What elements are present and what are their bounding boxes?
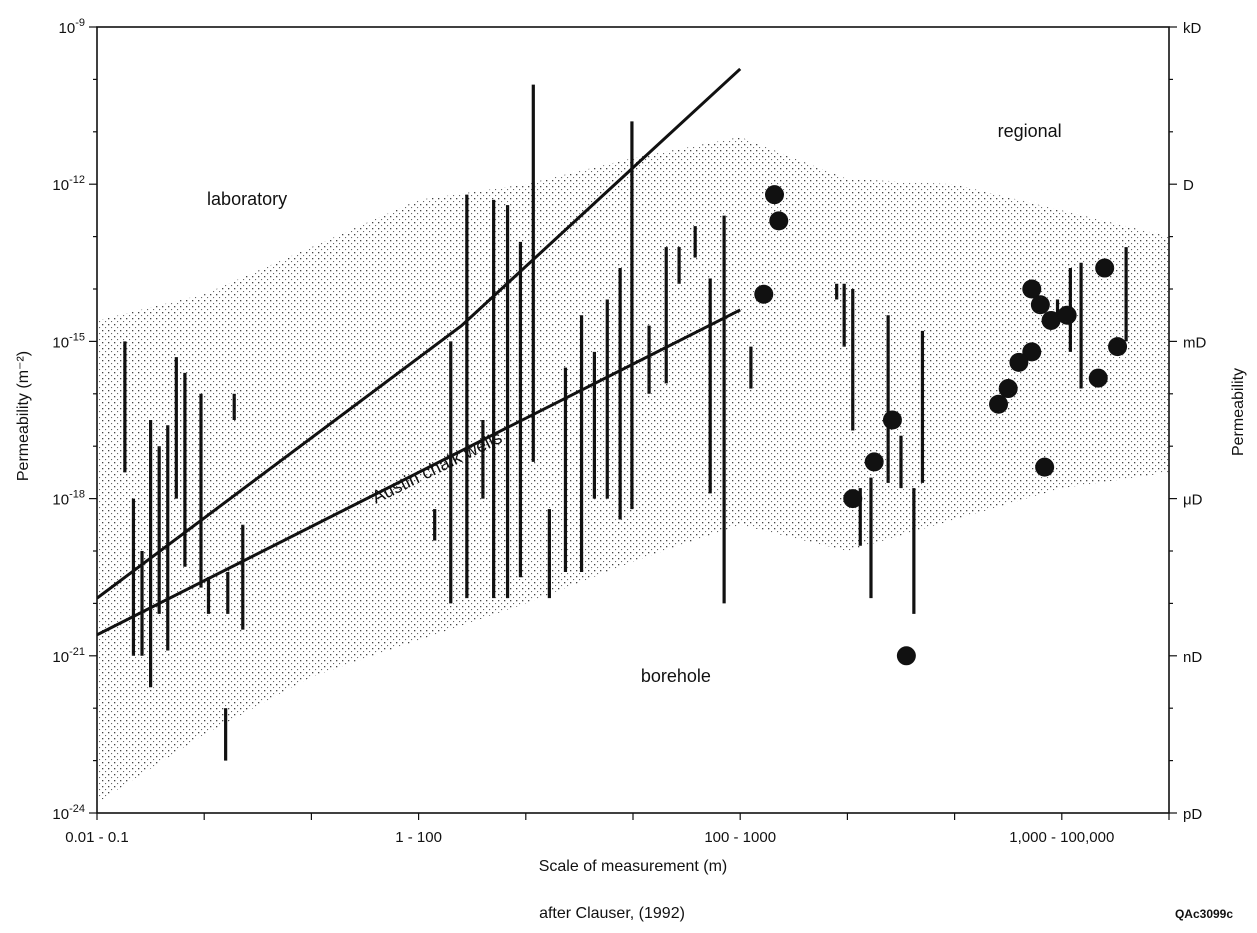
y-tick-label-left: 10-18	[52, 489, 85, 509]
y-axis-ticks: 10-9 10-12 10-15 10-18 10-21 10-24 kD DmD μD nD pD	[52, 17, 1206, 823]
data-point	[896, 646, 916, 666]
data-point	[1022, 342, 1042, 362]
data-point	[1041, 310, 1061, 330]
y-tick-label-left: 10-12	[52, 174, 85, 194]
y-tick-label-right: D	[1183, 177, 1194, 194]
data-point	[864, 452, 884, 472]
y-tick-label-left: 10-24	[52, 803, 85, 823]
x-axis-ticks: 0.01 - 0.1 1 - 100 100 - 1000 1,000 - 100,0…	[65, 813, 1170, 846]
region-label: laboratory	[207, 189, 287, 209]
data-point	[1057, 305, 1077, 325]
data-point	[754, 284, 774, 304]
data-point	[1035, 457, 1055, 477]
region-labels: laboratory regional borehole	[207, 121, 1062, 686]
data-point	[1030, 295, 1050, 315]
y-tick-label-right: nD	[1183, 649, 1202, 666]
y-tick-label-right: μD	[1183, 492, 1203, 509]
x-tick-label: 0.01 - 0.1	[65, 829, 128, 846]
y-axis-title-left: Permeability (m⁻²)	[15, 351, 32, 481]
data-point	[989, 394, 1009, 414]
data-point	[1009, 352, 1029, 372]
data-point	[843, 489, 863, 509]
y-tick-label-left: 10-15	[52, 331, 85, 351]
x-tick-label: 100 - 1000	[704, 829, 776, 846]
y-axis-title-right: Permeability	[1230, 368, 1247, 456]
data-point	[1108, 337, 1128, 357]
x-tick-label: 1 - 100	[395, 829, 442, 846]
data-point	[769, 211, 789, 231]
source-note: after Clauser, (1992)	[539, 905, 685, 922]
data-point	[765, 185, 785, 205]
region-label: regional	[998, 121, 1062, 141]
y-tick-label-left: 10-9	[59, 17, 85, 37]
x-axis-title: Scale of measurement (m)	[539, 858, 728, 875]
y-tick-label-left: 10-21	[52, 646, 85, 666]
x-tick-label: 1,000 - 100,000	[1009, 829, 1114, 846]
data-point	[882, 410, 902, 430]
figure-id: QAc3099c	[1175, 907, 1233, 921]
data-point	[1088, 368, 1108, 388]
data-point	[998, 379, 1018, 399]
trend-line-1	[97, 67, 742, 600]
data-points	[754, 185, 1128, 666]
y-tick-label-right: mD	[1183, 334, 1206, 351]
y-tick-label-right: kD	[1183, 20, 1202, 37]
region-label: borehole	[641, 666, 711, 686]
range-bars	[123, 84, 1128, 761]
data-point	[1095, 258, 1115, 278]
y-tick-label-right: pD	[1183, 806, 1202, 823]
data-point	[1022, 279, 1042, 299]
